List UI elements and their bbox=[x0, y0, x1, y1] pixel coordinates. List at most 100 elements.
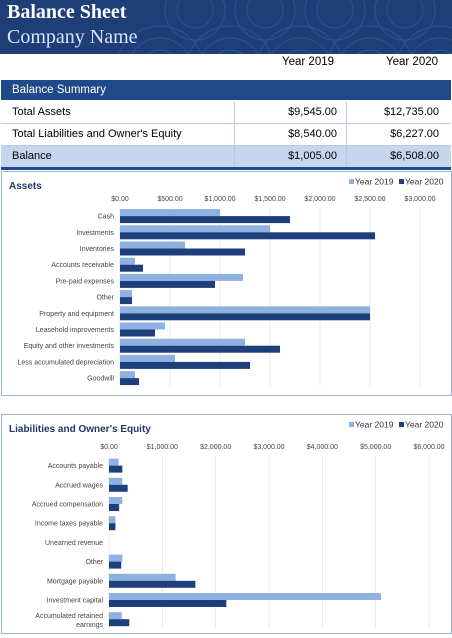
bar-2019 bbox=[120, 371, 135, 379]
summary-row-label: Total Liabilities and Owner's Equity bbox=[12, 128, 182, 140]
bar-2020 bbox=[109, 600, 227, 607]
bar-2020 bbox=[109, 504, 120, 511]
page-title: Balance Sheet bbox=[7, 1, 127, 23]
bar-2019 bbox=[109, 593, 381, 600]
summary-row-total-liabilities: Total Liabilities and Owner's Equity $8,… bbox=[1, 124, 451, 146]
category-label: Leasehold improvements bbox=[36, 327, 115, 334]
assets-chart-panel[interactable]: Assets Year 2019 Year 2020 $0.00 $500.00 $1,0… bbox=[1, 171, 452, 396]
bar-2020 bbox=[120, 264, 143, 272]
summary-value-2019: $9,545.00 bbox=[288, 106, 337, 118]
summary-heading: Balance Summary bbox=[1, 80, 451, 102]
bar-2020 bbox=[109, 465, 123, 473]
bar-2019 bbox=[109, 554, 123, 562]
legend-swatch-2019 bbox=[349, 179, 354, 184]
category-label: Cash bbox=[98, 214, 114, 221]
bar-2020 bbox=[109, 580, 196, 588]
bar-2020 bbox=[120, 378, 139, 386]
x-tick-label: $3,000.00 bbox=[404, 196, 435, 203]
liabilities-chart: Liabilities and Owner's Equity Year 2019 Y… bbox=[9, 420, 445, 630]
company-name: Company Name bbox=[7, 26, 138, 48]
category-label: Pre-paid expenses bbox=[56, 278, 115, 285]
bar-2020 bbox=[120, 329, 155, 337]
summary-value-2020: $6,227.00 bbox=[390, 128, 439, 140]
bar-2020 bbox=[120, 345, 280, 353]
category-label: Accumulated retained earnings bbox=[35, 613, 103, 629]
bar-2020 bbox=[109, 484, 128, 492]
x-tick-label: $6,000.00 bbox=[413, 444, 444, 451]
x-tick-label: $1,000.00 bbox=[204, 196, 235, 203]
bar-2020 bbox=[120, 297, 132, 305]
category-label: Investment capital bbox=[47, 598, 104, 605]
bar-2020 bbox=[120, 313, 370, 321]
bar-2019 bbox=[109, 458, 119, 466]
summary-row-balance: Balance $1,005.00 $6,508.00 bbox=[1, 146, 451, 170]
category-label: Income taxes payable bbox=[35, 521, 103, 528]
chart-title: Liabilities and Owner's Equity bbox=[9, 424, 151, 435]
bar-2019 bbox=[120, 306, 370, 314]
bar-2019 bbox=[120, 225, 270, 233]
category-label: Goodwill bbox=[87, 376, 114, 383]
legend-swatch-2020 bbox=[399, 179, 404, 184]
bar-2019 bbox=[120, 322, 165, 330]
year-2019-header: Year 2019 bbox=[282, 56, 335, 68]
bar-2019 bbox=[120, 241, 185, 249]
x-tick-label: $500.00 bbox=[157, 196, 182, 203]
x-tick-label: $0.00 bbox=[100, 444, 118, 451]
summary-row-total-assets: Total Assets $9,545.00 $12,735.00 bbox=[1, 102, 451, 124]
bar-2019 bbox=[109, 497, 123, 504]
summary-value-2019: $8,540.00 bbox=[288, 128, 337, 140]
bar-2020 bbox=[120, 232, 375, 240]
year-2020-header: Year 2020 bbox=[386, 56, 439, 68]
bar-2019 bbox=[109, 516, 116, 524]
assets-chart: Assets Year 2019 Year 2020 $0.00 $500.00 $1,0… bbox=[9, 177, 444, 387]
category-label: Other bbox=[85, 559, 103, 566]
liabilities-chart-panel[interactable]: Liabilities and Owner's Equity Year 2019 Y… bbox=[1, 414, 452, 634]
summary-row-label: Total Assets bbox=[12, 106, 71, 118]
bar-2020 bbox=[109, 561, 122, 569]
x-tick-label: $1,500.00 bbox=[254, 196, 285, 203]
category-label: Inventories bbox=[80, 246, 115, 253]
summary-value-2020: $12,735.00 bbox=[383, 106, 439, 118]
legend-label: Year 2019 bbox=[355, 420, 394, 430]
header-banner: Balance Sheet Company Name bbox=[0, 0, 452, 54]
x-tick-label: $5,000.00 bbox=[360, 444, 391, 451]
bar-2020 bbox=[109, 619, 130, 627]
category-label: Property and equipment bbox=[39, 311, 114, 318]
bar-2019 bbox=[120, 273, 243, 281]
legend-label: Year 2020 bbox=[405, 420, 444, 430]
category-label: Unearned revenue bbox=[45, 540, 103, 547]
x-tick-label: $4,000.00 bbox=[307, 444, 338, 451]
legend-swatch-2020 bbox=[399, 422, 404, 427]
summary-value-2020: $6,508.00 bbox=[390, 150, 439, 162]
x-tick-label: $0.00 bbox=[111, 196, 129, 203]
bar-2019 bbox=[120, 290, 132, 298]
bar-2019 bbox=[120, 354, 175, 362]
x-tick-label: $1,000.00 bbox=[147, 444, 178, 451]
bar-2019 bbox=[109, 612, 122, 620]
category-label: Equity and other investments bbox=[24, 343, 115, 350]
category-label: Accounts receivable bbox=[51, 262, 114, 269]
bar-2020 bbox=[120, 216, 290, 224]
bar-2020 bbox=[120, 248, 245, 256]
category-label: Less accumulated depreciation bbox=[17, 359, 114, 366]
balance-summary-table: Balance Summary Total Assets $9,545.00 $… bbox=[1, 80, 451, 170]
bar-2020 bbox=[109, 523, 116, 531]
banner-pattern bbox=[118, 0, 452, 54]
summary-row-label: Balance bbox=[12, 150, 52, 162]
chart-title: Assets bbox=[9, 181, 42, 192]
legend-label: Year 2019 bbox=[355, 177, 394, 187]
category-label: Other bbox=[96, 295, 114, 302]
category-label: Accounts payable bbox=[48, 463, 103, 470]
category-label: Accrued wages bbox=[55, 482, 103, 489]
category-label: Investments bbox=[76, 230, 114, 237]
bar-2019 bbox=[120, 338, 245, 346]
bar-2019 bbox=[109, 573, 176, 581]
bar-2019 bbox=[120, 257, 135, 265]
bar-2019 bbox=[109, 477, 123, 485]
summary-value-2019: $1,005.00 bbox=[288, 150, 337, 162]
x-tick-label: $2,000.00 bbox=[200, 444, 231, 451]
x-tick-label: $3,000.00 bbox=[253, 444, 284, 451]
category-label: Accrued compensation bbox=[32, 502, 103, 509]
x-tick-label: $2,000.00 bbox=[304, 196, 335, 203]
legend-label: Year 2020 bbox=[405, 177, 444, 187]
